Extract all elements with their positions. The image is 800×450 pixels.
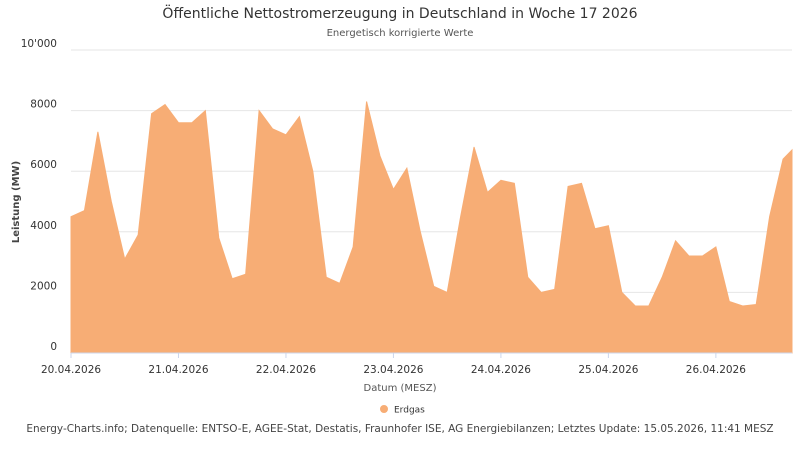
y-tick-label: 2000 — [30, 280, 57, 292]
x-tick-label: 22.04.2026 — [256, 364, 316, 376]
y-tick-label: 10'000 — [21, 38, 57, 50]
x-tick-label: 26.04.2026 — [686, 364, 746, 376]
y-tick-label: 4000 — [30, 220, 57, 232]
x-tick-label: 25.04.2026 — [578, 364, 638, 376]
x-tick-label: 23.04.2026 — [363, 364, 423, 376]
legend-label: Erdgas — [394, 406, 425, 416]
x-tick-label: 20.04.2026 — [41, 364, 101, 376]
y-tick-label: 0 — [50, 341, 57, 353]
area — [70, 101, 793, 354]
source-note: Energy-Charts.info; Datenquelle: ENTSO-E… — [26, 423, 773, 435]
chart-title: Öffentliche Nettostromerzeugung in Deuts… — [162, 4, 637, 22]
y-tick-label: 8000 — [30, 99, 57, 111]
y-tick-label: 6000 — [30, 159, 57, 171]
y-axis-label: Leistung (MW) — [11, 161, 22, 243]
x-axis-label: Datum (MESZ) — [364, 383, 437, 394]
legend-marker — [380, 405, 388, 413]
x-tick-label: 21.04.2026 — [148, 364, 208, 376]
chart-subtitle: Energetisch korrigierte Werte — [327, 28, 474, 39]
x-tick-label: 24.04.2026 — [471, 364, 531, 376]
